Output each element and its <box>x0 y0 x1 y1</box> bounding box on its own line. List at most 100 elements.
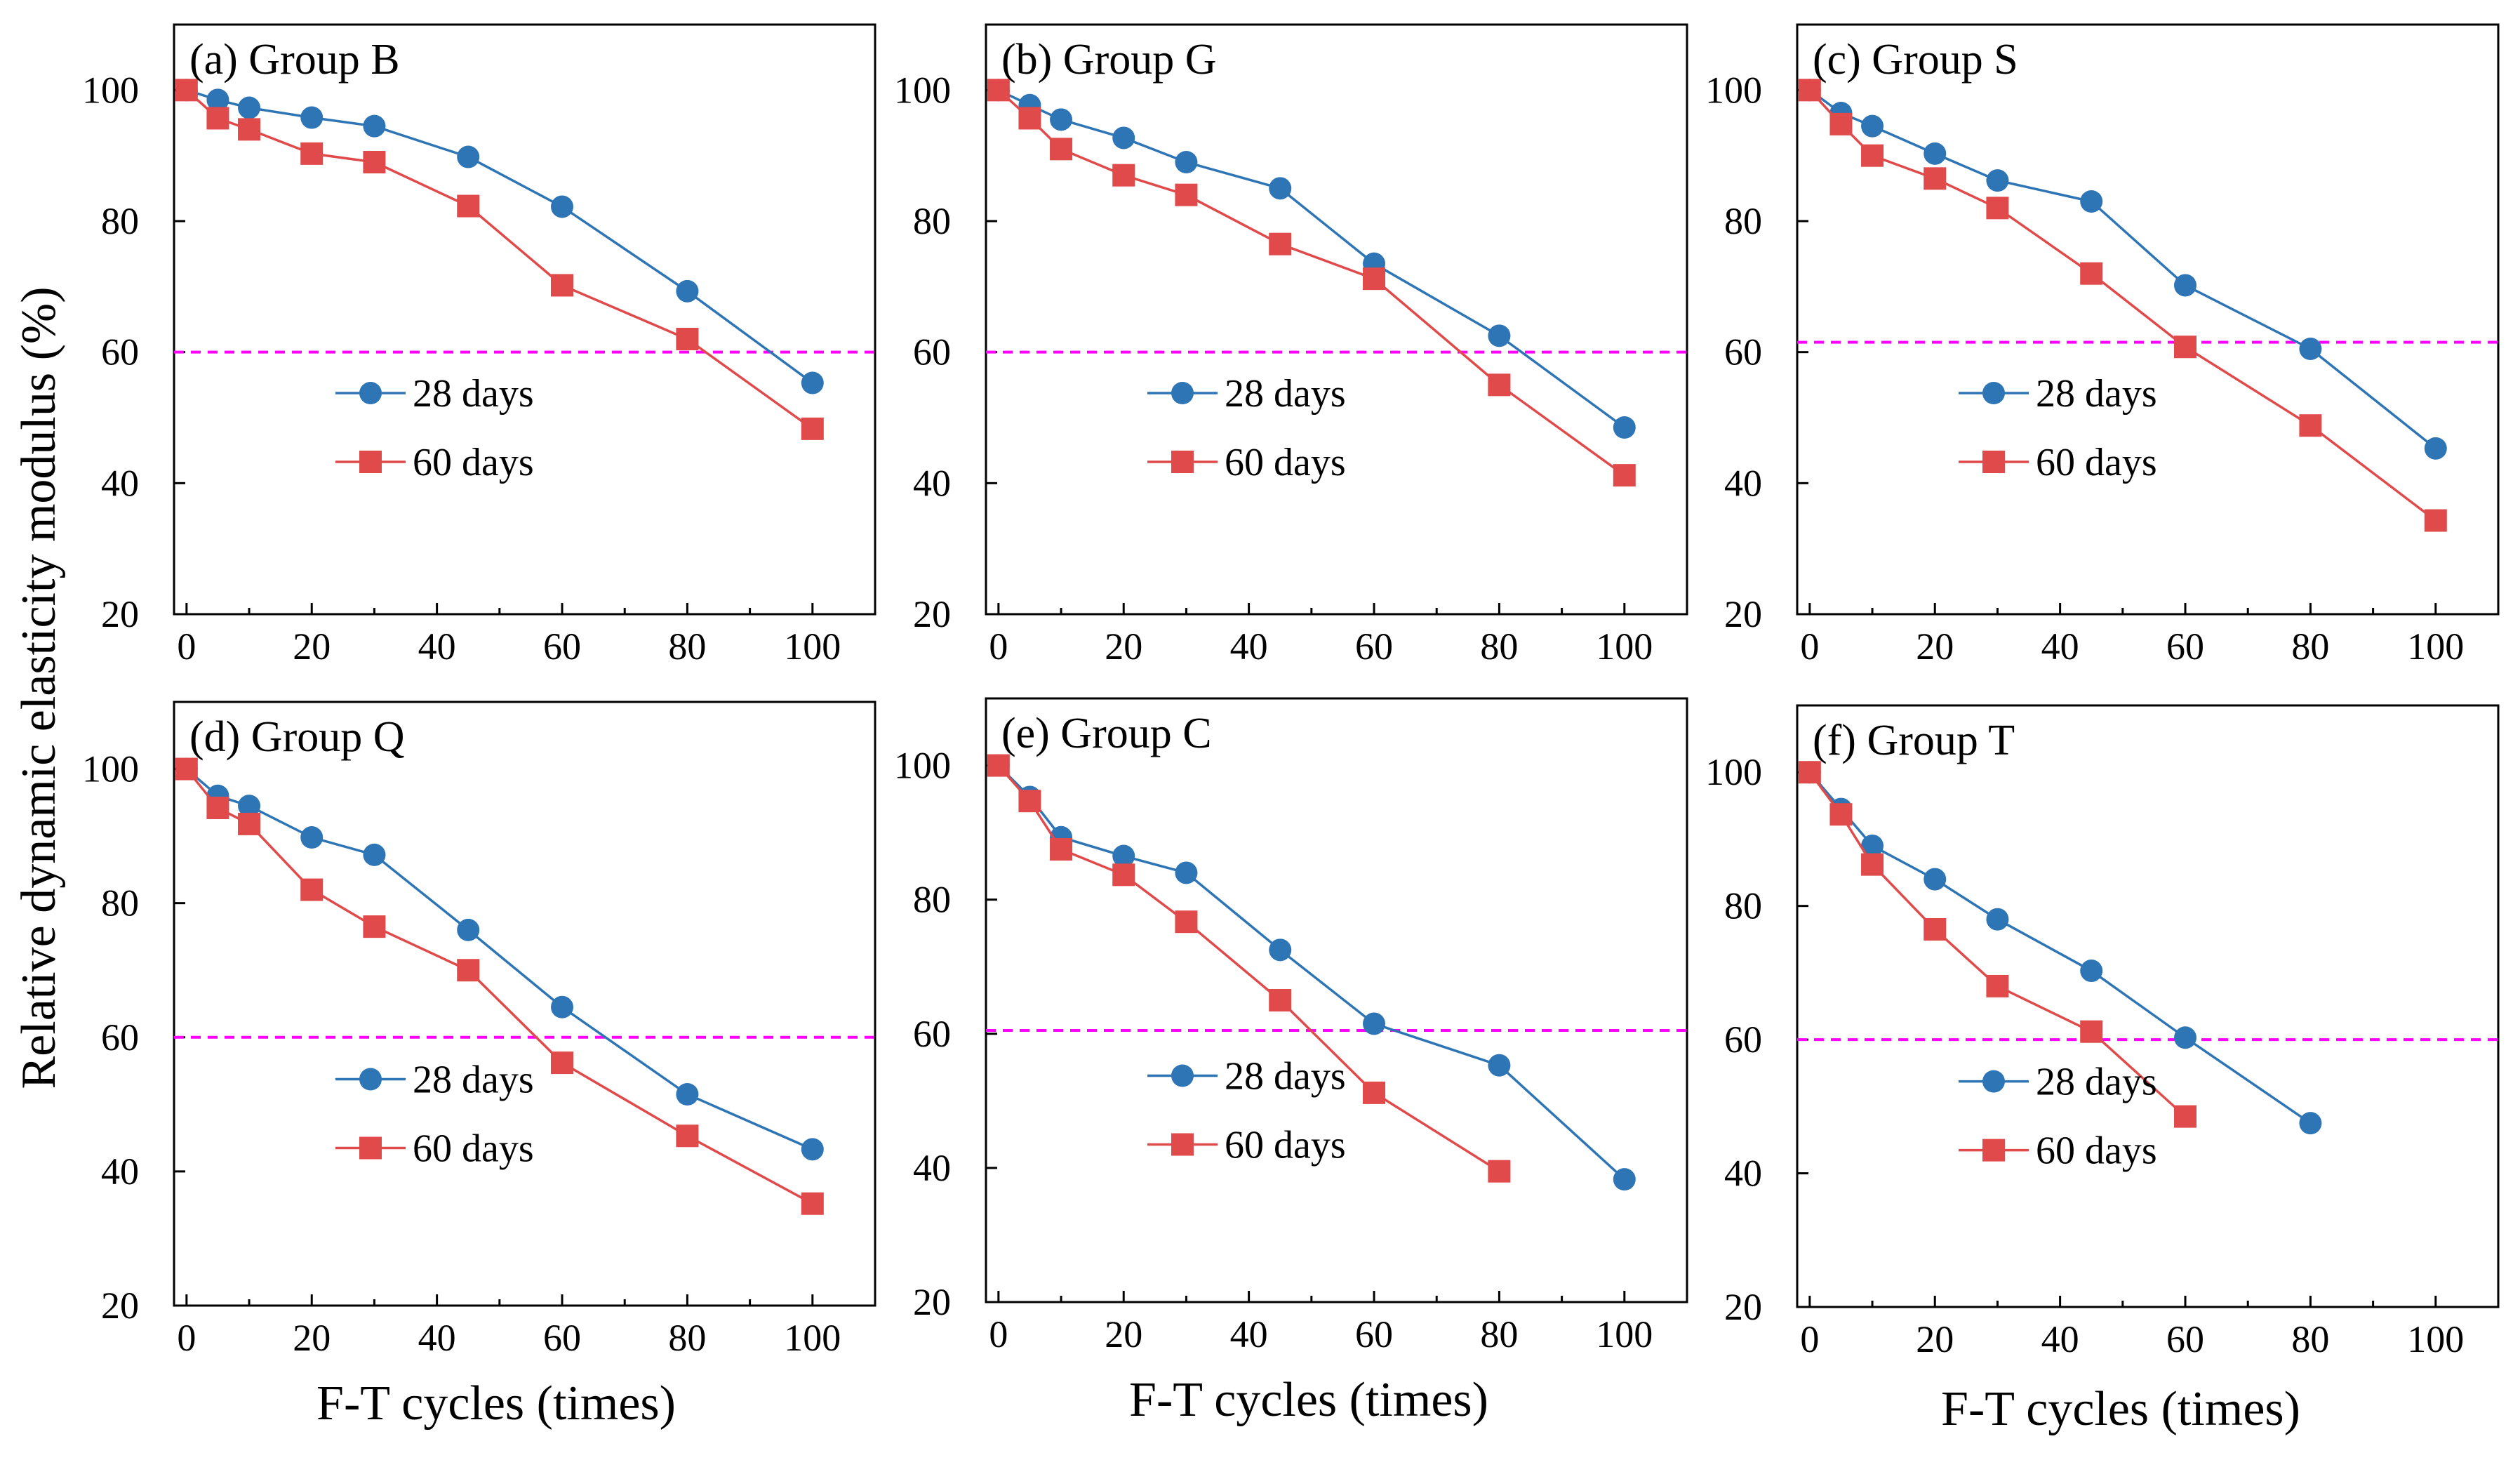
legend-label-60-b: 60 days <box>1225 441 1346 484</box>
data-point-28-days-b <box>1613 416 1636 439</box>
y-tick-label-c: 20 <box>1724 593 1762 635</box>
x-tick-label-c: 40 <box>2041 625 2079 668</box>
x-tick-label-f: 100 <box>2407 1318 2464 1360</box>
data-point-60-days-d <box>676 1124 699 1148</box>
y-tick-label-b: 20 <box>913 593 951 635</box>
data-point-60-days-c <box>2299 414 2322 437</box>
legend-label-60-a: 60 days <box>413 441 534 484</box>
x-tick-label-f: 80 <box>2291 1318 2329 1360</box>
data-point-28-days-e <box>1613 1168 1636 1191</box>
x-tick-label-c: 80 <box>2291 625 2329 668</box>
data-point-28-days-c <box>2080 190 2103 213</box>
data-point-28-days-b <box>1175 151 1198 173</box>
data-point-60-days-f <box>1924 917 1947 941</box>
x-tick-label-a: 20 <box>293 625 331 668</box>
y-tick-label-b: 40 <box>913 462 951 504</box>
x-tick-label-d: 20 <box>293 1317 331 1359</box>
legend-label-28-c: 28 days <box>2036 372 2157 416</box>
data-point-60-days-b <box>1018 107 1041 130</box>
legend-marker-28-a <box>359 382 382 404</box>
panel-title-b: (b) Group G <box>1001 36 1217 84</box>
y-tick-label-b: 60 <box>913 331 951 373</box>
data-point-60-days-a <box>238 118 261 141</box>
x-tick-label-e: 20 <box>1105 1313 1142 1355</box>
legend-label-28-d: 28 days <box>413 1058 534 1102</box>
y-tick-label-e: 60 <box>913 1013 951 1055</box>
data-point-28-days-a <box>801 371 824 394</box>
plot-frame-c <box>1796 23 2500 616</box>
legend-label-28-e: 28 days <box>1225 1055 1346 1099</box>
y-tick-label-e: 20 <box>913 1281 951 1323</box>
plot-frame-a <box>173 23 876 616</box>
data-point-28-days-a <box>676 279 699 303</box>
data-point-60-days-e <box>1050 838 1073 861</box>
data-point-28-days-d <box>457 918 480 941</box>
series-line-60-days-e <box>997 764 1500 1173</box>
data-point-28-days-a <box>551 195 574 218</box>
data-point-60-days-e <box>1112 863 1135 887</box>
data-point-60-days-d <box>300 878 324 901</box>
y-tick-label-c: 60 <box>1724 331 1762 373</box>
data-point-60-days-d <box>238 812 261 835</box>
data-point-60-days-c <box>2080 262 2103 285</box>
x-tick-label-f: 40 <box>2041 1318 2079 1360</box>
y-tick-label-f: 80 <box>1724 885 1762 927</box>
data-point-60-days-f <box>1861 853 1884 876</box>
data-point-28-days-e <box>1269 938 1292 962</box>
series-line-60-days-b <box>997 89 1625 477</box>
data-point-28-days-b <box>1269 177 1292 200</box>
legend-marker-28-b <box>1171 382 1194 404</box>
x-tick-label-d: 60 <box>543 1317 581 1359</box>
legend-marker-28-e <box>1171 1064 1194 1087</box>
x-tick-label-d: 100 <box>784 1317 841 1359</box>
x-tick-label-b: 60 <box>1355 625 1393 668</box>
y-tick-label-a: 60 <box>101 331 139 373</box>
y-tick-label-f: 100 <box>1705 751 1762 793</box>
data-point-28-days-a <box>457 145 480 168</box>
data-point-60-days-c <box>1798 79 1821 102</box>
data-point-60-days-e <box>1269 989 1292 1011</box>
data-point-28-days-e <box>1488 1054 1511 1077</box>
data-point-60-days-b <box>1488 373 1511 397</box>
plot-frame-b <box>985 23 1688 616</box>
y-tick-label-f: 20 <box>1724 1286 1762 1328</box>
data-point-28-days-e <box>1175 861 1198 884</box>
data-point-28-days-d <box>300 826 324 849</box>
y-tick-label-a: 100 <box>82 69 139 111</box>
chart-panel-f: 0 20 40 60 80 100 20 40 60 80 100 (f) Group T 28 day… <box>1705 704 2500 1360</box>
legend-marker-60-b <box>1171 451 1194 473</box>
x-tick-label-e: 80 <box>1480 1313 1518 1355</box>
legend-label-28-b: 28 days <box>1225 372 1346 416</box>
data-point-28-days-f <box>1861 834 1884 857</box>
x-tick-label-a: 0 <box>177 625 196 668</box>
y-tick-label-a: 20 <box>101 593 139 635</box>
data-point-60-days-a <box>551 274 574 297</box>
chart-panel-a: 0 20 40 60 80 100 20 40 60 80 100 (a) Group B 28 day… <box>82 23 876 668</box>
data-point-60-days-e <box>987 754 1010 777</box>
panel-title-a: (a) Group B <box>189 36 400 84</box>
data-point-60-days-c <box>2424 509 2447 532</box>
y-tick-label-b: 100 <box>894 69 951 111</box>
x-tick-label-e: 60 <box>1355 1313 1393 1355</box>
legend-label-60-d: 60 days <box>413 1127 534 1171</box>
legend-label-28-a: 28 days <box>413 372 534 416</box>
x-tick-label-f: 20 <box>1916 1318 1954 1360</box>
x-tick-label-b: 40 <box>1230 625 1268 668</box>
data-point-28-days-c <box>1861 114 1884 138</box>
panel-title-e: (e) Group C <box>1001 710 1212 757</box>
data-point-60-days-d <box>363 915 386 938</box>
data-point-28-days-c <box>2424 437 2447 460</box>
data-point-60-days-a <box>300 142 324 165</box>
data-point-28-days-a <box>300 106 324 129</box>
plot-frame-f <box>1796 704 2500 1308</box>
y-tick-label-a: 40 <box>101 462 139 504</box>
data-point-28-days-f <box>2174 1026 2197 1049</box>
x-axis-title-d: F-T cycles (times) <box>316 1376 676 1431</box>
data-point-60-days-d <box>175 757 198 781</box>
x-axis-title-f: F-T cycles (times) <box>1941 1382 2300 1436</box>
x-tick-label-d: 40 <box>418 1317 456 1359</box>
legend-marker-60-c <box>1982 451 2005 473</box>
data-point-28-days-a <box>238 96 261 119</box>
data-point-60-days-b <box>1175 183 1198 206</box>
